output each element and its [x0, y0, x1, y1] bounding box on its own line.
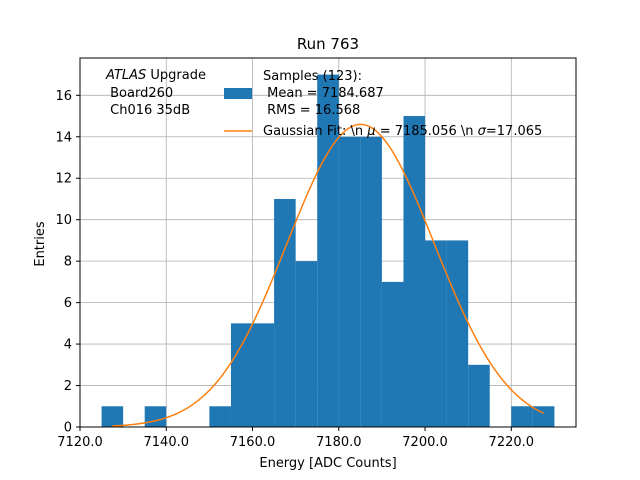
x-tick-label: 7220.0 [489, 435, 535, 450]
chart-title: Run 763 [297, 35, 359, 53]
legend-hist-swatch [224, 88, 252, 99]
histogram-bar [446, 240, 469, 427]
legend-fit-label: Gaussian Fit: \n μ = 7185.056 \n σ=17.06… [263, 124, 542, 139]
y-tick-label: 14 [55, 130, 72, 145]
histogram-bar [511, 406, 533, 427]
legend: Samples (123): Mean = 7184.687 RMS = 16.… [224, 69, 542, 139]
atlas-annotation: ATLAS Upgrade Board260 Ch016 35dB [105, 68, 206, 118]
legend-hist-line-3: RMS = 16.568 [263, 103, 360, 118]
annotation-atlas: ATLAS [105, 68, 146, 83]
histogram-bar [101, 406, 124, 427]
annotation-line-2: Board260 [106, 86, 173, 101]
histogram-bar [360, 136, 382, 428]
y-tick-label: 10 [55, 213, 72, 228]
histogram-bar [532, 406, 555, 427]
y-tick-label: 16 [55, 89, 72, 104]
histogram-bar [338, 136, 361, 428]
histogram-bar [468, 364, 490, 427]
y-tick-label: 12 [55, 172, 72, 187]
x-tick-label: 7160.0 [230, 435, 276, 450]
y-tick-label: 8 [64, 255, 72, 270]
histogram-bar [403, 116, 426, 427]
histogram-bar [252, 323, 275, 427]
annotation-line-1: ATLAS Upgrade [105, 68, 206, 83]
histogram-bar [274, 198, 296, 427]
y-ticks: 0 2 4 6 8 10 12 14 16 [55, 89, 80, 436]
y-tick-label: 4 [64, 338, 72, 353]
x-tick-label: 7120.0 [57, 435, 103, 450]
annotation-line-3: Ch016 35dB [106, 103, 190, 118]
fit-curve [112, 123, 544, 427]
histogram-bar [144, 406, 167, 427]
gaussian-fit [112, 123, 544, 427]
plot-frame [79, 57, 577, 428]
histogram-bar [381, 281, 404, 427]
y-axis-label: Entries [33, 221, 48, 267]
histogram-bars [101, 74, 555, 428]
x-tick-label: 7200.0 [402, 435, 448, 450]
axes [79, 57, 577, 428]
x-tick-label: 7180.0 [316, 435, 362, 450]
annotation-upgrade: Upgrade [146, 68, 206, 83]
x-axis-label: Energy [ADC Counts] [259, 456, 396, 471]
x-tick-label: 7140.0 [144, 435, 190, 450]
histogram-bar [230, 323, 253, 427]
histogram-bar [209, 406, 231, 427]
histogram-bar [295, 261, 318, 427]
legend-hist-line-1: Samples (123): [263, 69, 362, 84]
y-tick-label: 2 [64, 379, 72, 394]
x-ticks: 7120.0 7140.0 7160.0 7180.0 7200.0 7220.0 [57, 427, 534, 450]
legend-hist-line-2: Mean = 7184.687 [263, 86, 384, 101]
y-tick-label: 6 [64, 296, 72, 311]
y-tick-label: 0 [64, 421, 72, 436]
histogram-bar [425, 240, 447, 427]
